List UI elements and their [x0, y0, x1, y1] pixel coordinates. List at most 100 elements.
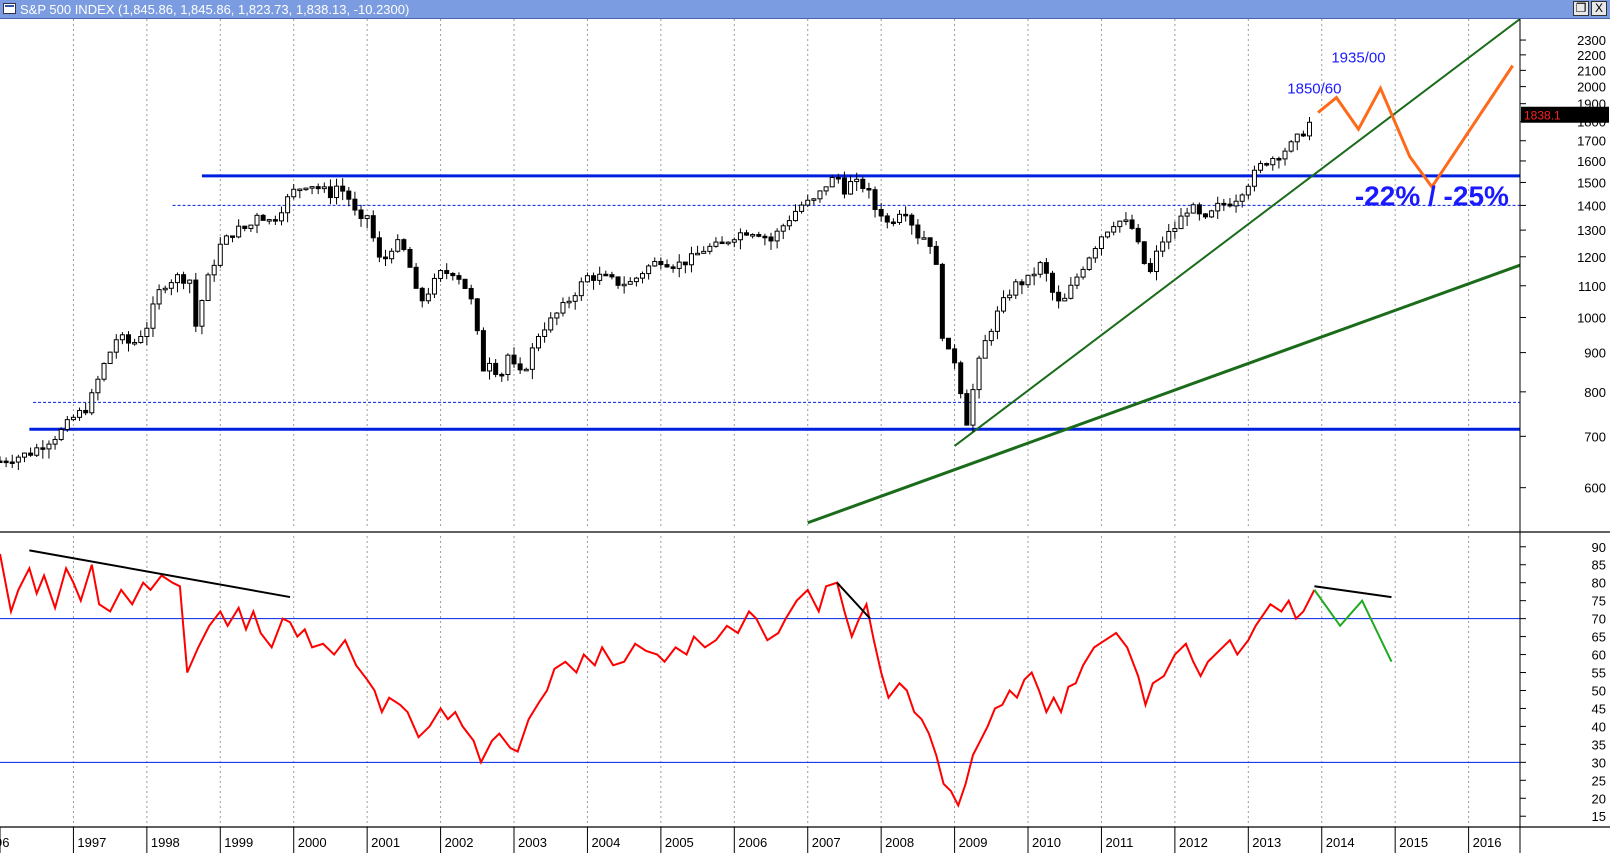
indicator-y-tick-label: 40: [1592, 719, 1606, 734]
candle-body: [658, 260, 664, 266]
candle-body: [83, 409, 89, 414]
candle-body: [744, 232, 750, 236]
indicator-y-tick-label: 90: [1592, 540, 1606, 555]
candle-body: [933, 245, 939, 265]
candle-body: [756, 234, 762, 237]
y-tick-label: 1700: [1577, 134, 1606, 149]
candle-body: [1239, 194, 1245, 202]
price-panel: 1850/60 1935/00 -22% / -25%: [0, 19, 1521, 525]
candle-body: [278, 212, 284, 222]
candle-body: [1221, 202, 1227, 206]
candle-body: [848, 181, 854, 195]
candle-body: [909, 214, 915, 226]
y-tick-label: 600: [1584, 481, 1606, 496]
x-tick-label: 2001: [371, 835, 400, 850]
candle-body: [21, 452, 27, 458]
candle-body: [517, 363, 523, 371]
indicator-y-tick-label: 65: [1592, 630, 1606, 645]
candle-body: [780, 225, 786, 232]
divergence-line: [836, 582, 871, 620]
candle-body: [132, 341, 138, 345]
candle-body: [1276, 158, 1282, 161]
candle-body: [860, 178, 866, 190]
candle-body: [119, 334, 125, 341]
candle-body: [1154, 250, 1160, 273]
candle-body: [230, 235, 236, 238]
candle-body: [811, 198, 817, 201]
restore-window-icon[interactable]: ❐: [1573, 1, 1589, 16]
candle-body: [554, 312, 560, 319]
projection-path: [1317, 64, 1514, 190]
candle-body: [205, 274, 211, 302]
candle-body: [52, 438, 58, 445]
x-tick-label: 1999: [224, 835, 253, 850]
chart-window-icon[interactable]: [3, 3, 16, 14]
candle-body: [493, 362, 499, 375]
candle-body: [144, 327, 150, 338]
candle-body: [168, 282, 174, 289]
y-tick-label: 1500: [1577, 175, 1606, 190]
y-tick-label: 2200: [1577, 48, 1606, 63]
candle-body: [107, 351, 113, 364]
y-tick-label: 2000: [1577, 80, 1606, 95]
candle-body: [1001, 297, 1007, 312]
candle-body: [199, 300, 205, 327]
candle-body: [817, 190, 823, 200]
candle-body: [413, 266, 419, 289]
candle-body: [927, 237, 933, 247]
candle-body: [615, 276, 621, 286]
x-tick-label: 2015: [1399, 835, 1428, 850]
candle-body: [1111, 226, 1117, 233]
candle-body: [1043, 262, 1049, 274]
candle-body: [156, 289, 162, 305]
candle-body: [211, 264, 217, 276]
candle-body: [1184, 212, 1190, 217]
candle-body: [77, 409, 83, 418]
candle-body: [915, 224, 921, 239]
candle-body: [425, 293, 431, 302]
candle-body: [719, 241, 725, 245]
candle-body: [1019, 281, 1025, 286]
candle-body: [707, 245, 713, 252]
candle-body: [456, 275, 462, 280]
indicator-y-tick-label: 55: [1592, 666, 1606, 681]
candle-body: [1141, 241, 1147, 264]
indicator-panel: [0, 549, 1520, 809]
target-annotation: 1850/60: [1287, 80, 1341, 97]
candle-body: [242, 225, 248, 229]
candle-body: [303, 187, 309, 191]
candle-body: [272, 219, 278, 222]
candle-body: [1135, 227, 1141, 243]
indicator-y-tick-label: 50: [1592, 683, 1606, 698]
candle-body: [260, 214, 266, 221]
candle-body: [652, 260, 658, 267]
candle-body: [725, 241, 731, 245]
candle-body: [523, 368, 529, 372]
candle-body: [285, 196, 291, 214]
candle-body: [603, 273, 609, 277]
candle-body: [1215, 202, 1221, 212]
candle-body: [1056, 291, 1062, 302]
candle-body: [591, 275, 597, 281]
candle-body: [223, 235, 229, 245]
candle-body: [854, 178, 860, 183]
candle-body: [480, 330, 486, 372]
candle-body: [682, 261, 688, 266]
candle-body: [1074, 276, 1080, 286]
candle-body: [327, 186, 333, 199]
close-window-icon[interactable]: X: [1591, 1, 1607, 16]
indicator-y-tick-label: 25: [1592, 773, 1606, 788]
candle-body: [511, 354, 517, 365]
candle-body: [1258, 163, 1264, 171]
candle-body: [162, 287, 168, 291]
candle-body: [664, 264, 670, 268]
candle-body: [3, 460, 9, 464]
x-tick-label: 2007: [812, 835, 841, 850]
divergence-line: [1314, 585, 1392, 599]
candle-body: [1233, 200, 1239, 207]
x-tick-label: 2013: [1252, 835, 1281, 850]
candle-body: [407, 249, 413, 268]
candle-body: [621, 283, 627, 287]
candle-body: [46, 443, 52, 450]
candle-body: [1123, 219, 1129, 222]
